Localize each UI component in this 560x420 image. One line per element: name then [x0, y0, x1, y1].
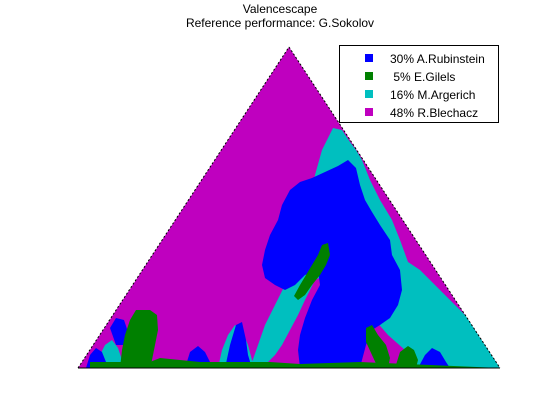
- region-gilels-bottom: [90, 358, 500, 368]
- chart-subtitle: Reference performance: G.Sokolov: [185, 16, 375, 30]
- valence-regions: [78, 47, 500, 368]
- legend-label-argerich: 16% M.Argerich: [390, 88, 476, 102]
- region-gilels-left: [120, 310, 158, 368]
- legend-label-gilels: 5% E.Gilels: [390, 70, 456, 84]
- triangle-right-edge: [288, 46, 501, 369]
- region-rubinstein-right: [418, 348, 450, 368]
- legend-item-argerich: 16% M.Argerich: [340, 86, 500, 104]
- triangle-left-edge: [77, 46, 290, 369]
- legend-swatch-gilels: [365, 72, 373, 80]
- region-rubinstein-main: [262, 160, 402, 368]
- legend-swatch-argerich: [365, 90, 373, 98]
- legend: 30% A.Rubinstein 5% E.Gilels 16% M.Arger…: [339, 45, 499, 123]
- legend-label-rubinstein: 30% A.Rubinstein: [390, 52, 485, 66]
- region-gilels-streak: [294, 243, 330, 300]
- region-gilels-right-2: [395, 346, 418, 368]
- region-gilels-right: [366, 325, 390, 368]
- legend-swatch-rubinstein: [365, 54, 373, 62]
- chart-title: Valencescape: [242, 2, 318, 16]
- legend-swatch-blechacz: [365, 108, 373, 116]
- region-rubinstein-mid-2: [225, 322, 252, 368]
- legend-label-blechacz: 48% R.Blechacz: [390, 106, 479, 120]
- legend-item-gilels: 5% E.Gilels: [340, 68, 500, 86]
- legend-item-blechacz: 48% R.Blechacz: [340, 104, 500, 122]
- region-rubinstein-left-2: [110, 318, 128, 345]
- legend-item-rubinstein: 30% A.Rubinstein: [340, 50, 500, 68]
